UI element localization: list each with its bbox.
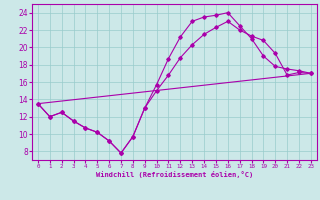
X-axis label: Windchill (Refroidissement éolien,°C): Windchill (Refroidissement éolien,°C) xyxy=(96,171,253,178)
